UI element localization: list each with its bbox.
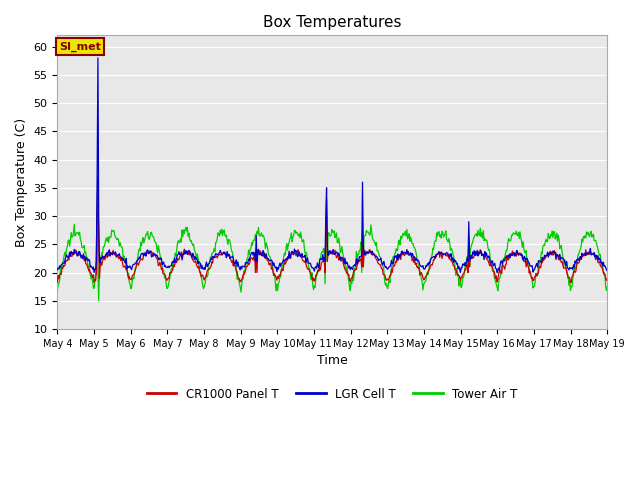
Title: Box Temperatures: Box Temperatures: [263, 15, 401, 30]
Legend: CR1000 Panel T, LGR Cell T, Tower Air T: CR1000 Panel T, LGR Cell T, Tower Air T: [142, 383, 522, 405]
Text: SI_met: SI_met: [60, 41, 101, 52]
Y-axis label: Box Temperature (C): Box Temperature (C): [15, 118, 28, 247]
X-axis label: Time: Time: [317, 354, 348, 367]
